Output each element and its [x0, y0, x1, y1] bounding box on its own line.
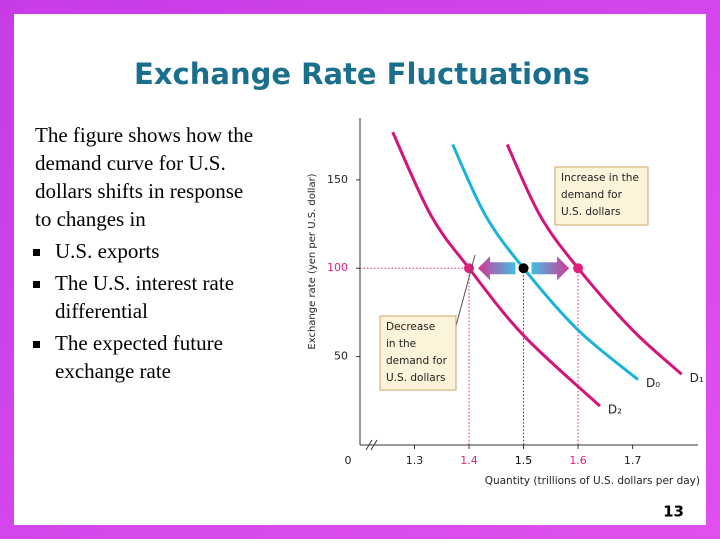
y-tick-label: 50 [334, 350, 348, 363]
callout-box [554, 166, 649, 226]
bullet-line: differential [55, 299, 148, 323]
equilibrium-point [464, 263, 475, 274]
callout-text: demand for [386, 355, 448, 367]
bullet-marker [33, 281, 40, 288]
x-tick-label: 1.7 [624, 454, 642, 467]
x-tick-label: 1.4 [460, 454, 478, 467]
callout-text: in the [386, 338, 416, 350]
callout-text: U.S. dollars [561, 206, 621, 218]
callout-leader [455, 254, 476, 327]
curve-label: D₂ [608, 403, 622, 417]
x-tick-label: 1.3 [406, 454, 424, 467]
intro-line: dollars shifts in response [35, 179, 243, 203]
shift-arrow [531, 256, 570, 281]
x-axis-title: Quantity (trillions of U.S. dollars per … [485, 475, 700, 487]
curve-label: D₀ [646, 376, 660, 390]
bullet-marker [33, 249, 40, 256]
bullet-line: The expected future [55, 331, 223, 355]
callout-text: Decrease [386, 321, 435, 333]
bullet-marker [33, 341, 40, 348]
callout-box [379, 315, 457, 391]
y-tick-label: 100 [327, 261, 348, 274]
equilibrium-point [573, 263, 584, 274]
page-number: 13 [663, 503, 684, 521]
origin-label: 0 [345, 454, 352, 467]
intro-line: The figure shows how the [35, 123, 253, 147]
axis-break [365, 439, 378, 451]
bullet-line: The U.S. interest rate [55, 271, 234, 295]
callout-text: Increase in the [561, 172, 639, 184]
curve-label: D₁ [690, 371, 704, 385]
y-tick-label: 150 [327, 173, 348, 186]
x-tick-label: 1.5 [515, 454, 533, 467]
bullet-line: exchange rate [55, 359, 171, 383]
equilibrium-point [518, 263, 529, 274]
callout-text: demand for [561, 189, 623, 201]
callout-text: U.S. dollars [386, 372, 446, 384]
bullet-line: U.S. exports [55, 239, 159, 263]
intro-line: demand curve for U.S. [35, 151, 226, 175]
slide-title: Exchange Rate Fluctuations [134, 57, 590, 91]
chart: 0 1.3 1.4 1.5 1.6 1.7 50 100 150 Quantity (trilli… [307, 118, 704, 487]
shift-arrow [478, 256, 516, 281]
intro-line: to changes in [35, 207, 146, 231]
x-tick-label: 1.6 [569, 454, 587, 467]
body-text: The figure shows how the demand curve for… [33, 123, 253, 383]
y-axis-title: Exchange rate (yen per U.S. dollar) [307, 173, 318, 349]
